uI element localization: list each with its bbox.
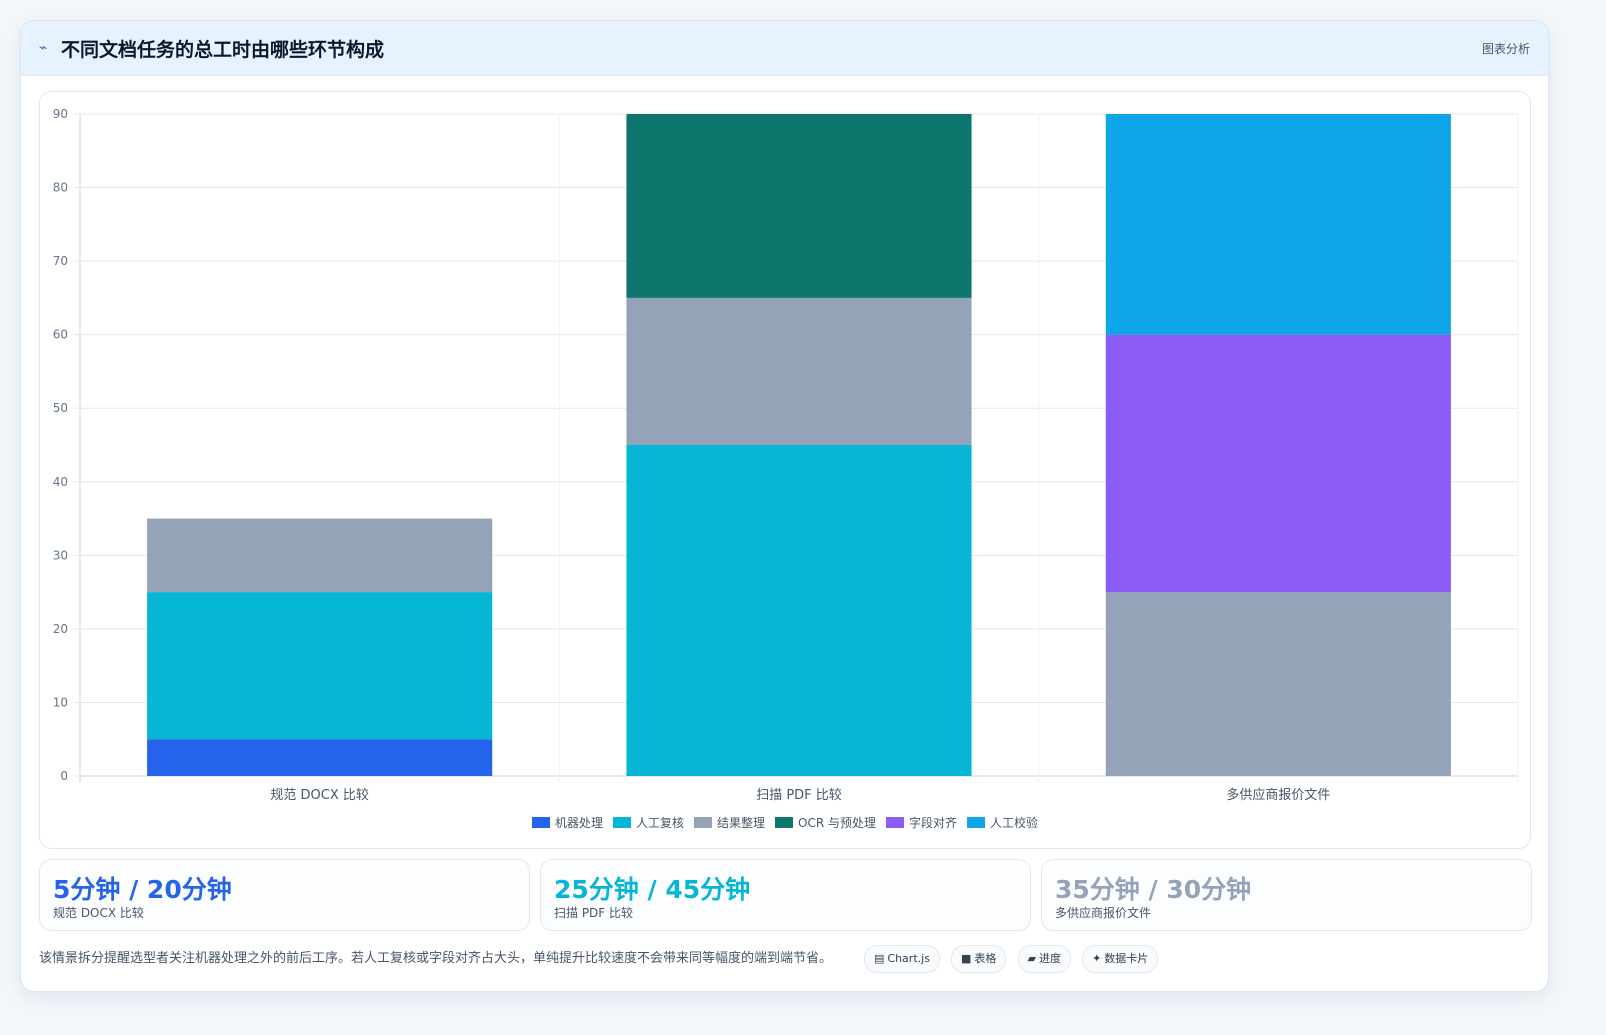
chart-area: 0 10 20 30 40 50 60 70 80 90 规范 DOCX 比较 扫描 PDF 比较 多供… (39, 91, 1531, 849)
x-tick-label: 多供应商报价文件 (1226, 787, 1330, 803)
bar-segment (1105, 334, 1451, 593)
legend-swatch (531, 817, 550, 828)
legend-swatch (694, 817, 712, 828)
legend-label: OCR 与预处理 (798, 816, 876, 830)
stat-value: 5分钟 / 20分钟 (53, 875, 232, 904)
legend-swatch (886, 817, 904, 828)
stacked-bar-chart: 0 10 20 30 40 50 60 70 80 90 规范 DOCX 比较 扫描 PDF 比较 多供… (53, 107, 1519, 803)
y-tick-label: 50 (53, 401, 68, 415)
chart-legend: 机器处理 人工复核 结果整理 OCR 与预处理 字段对齐 人工校验 (40, 814, 1530, 831)
y-tick-label: 80 (53, 181, 68, 195)
pill-label: 进度 (1038, 952, 1061, 965)
bar-segment (147, 592, 493, 740)
y-tick-label: 20 (53, 622, 68, 636)
y-tick-label: 60 (53, 328, 68, 342)
y-tick-label: 30 (53, 548, 68, 562)
chart-icon: ▤ (874, 952, 885, 965)
legend-item[interactable]: 人工复核 (612, 814, 684, 831)
sparkle-icon: ✦ (1092, 952, 1102, 965)
pill-table[interactable]: ■ 表格 (951, 945, 1007, 973)
progress-icon: ▰ (1027, 952, 1036, 965)
legend-item[interactable]: 字段对齐 (886, 814, 957, 831)
legend-item[interactable]: OCR 与预处理 (775, 814, 876, 831)
bar-segment (626, 114, 972, 298)
bar-segment (1105, 114, 1451, 335)
stat-card-pdf: 25分钟 / 45分钟 扫描 PDF 比较 (540, 859, 1031, 931)
pill-label: Chart.js (887, 952, 930, 965)
stat-cards: 5分钟 / 20分钟 规范 DOCX 比较 25分钟 / 45分钟 扫描 PDF… (39, 859, 1532, 931)
bar-segment (147, 739, 493, 776)
legend-item[interactable]: 机器处理 (531, 814, 603, 831)
y-tick-label: 70 (53, 254, 68, 268)
legend-item[interactable]: 人工校验 (967, 814, 1038, 831)
pill-data-cards[interactable]: ✦ 数据卡片 (1082, 945, 1159, 973)
chart-title: 不同文档任务的总工时由哪些环节构成 (61, 39, 385, 61)
tag-pills: ▤ Chart.js ■ 表格 ▰ 进度 ✦ 数据卡片 (864, 945, 1164, 973)
stat-value: 25分钟 / 45分钟 (554, 875, 751, 904)
y-tick-label: 40 (53, 475, 68, 489)
stat-value: 35分钟 / 30分钟 (1055, 875, 1252, 904)
chart-analysis-tag: 图表分析 (1481, 42, 1530, 56)
stat-label: 多供应商报价文件 (1055, 906, 1152, 920)
legend-item[interactable]: 结果整理 (694, 814, 765, 831)
pill-chartjs[interactable]: ▤ Chart.js (864, 945, 940, 973)
chart-card: ⌁ 不同文档任务的总工时由哪些环节构成 图表分析 0 10 20 30 40 50 60 70… (20, 20, 1549, 992)
stat-label: 扫描 PDF 比较 (554, 906, 634, 920)
x-tick-label: 规范 DOCX 比较 (270, 788, 369, 803)
x-tick-label: 扫描 PDF 比较 (756, 788, 842, 803)
legend-label: 机器处理 (554, 816, 603, 830)
bar-segment (626, 297, 972, 445)
chart-line-icon: ⌁ (39, 40, 48, 56)
card-header: ⌁ 不同文档任务的总工时由哪些环节构成 图表分析 (21, 21, 1548, 76)
legend-label: 结果整理 (717, 816, 766, 830)
legend-label: 人工校验 (990, 816, 1039, 830)
bar-segment (1105, 592, 1451, 776)
legend-swatch (775, 817, 794, 828)
pill-progress[interactable]: ▰ 进度 (1017, 945, 1071, 973)
bar-segment (626, 445, 972, 776)
legend-swatch (967, 817, 986, 828)
legend-swatch (612, 817, 631, 828)
footer-note: 该情景拆分提醒选型者关注机器处理之外的前后工序。若人工复核或字段对齐占大头，单纯… (39, 951, 833, 966)
legend-label: 人工复核 (635, 816, 684, 830)
y-tick-label: 10 (53, 695, 68, 709)
pill-label: 数据卡片 (1104, 952, 1149, 965)
legend-label: 字段对齐 (909, 816, 958, 830)
stat-label: 规范 DOCX 比较 (53, 906, 144, 920)
pill-label: 表格 (974, 952, 997, 965)
y-tick-label: 0 (60, 769, 68, 783)
stat-card-quote: 35分钟 / 30分钟 多供应商报价文件 (1041, 859, 1532, 931)
y-tick-label: 90 (53, 107, 68, 121)
bar-segment (147, 518, 493, 593)
table-icon: ■ (961, 952, 972, 965)
stat-card-docx: 5分钟 / 20分钟 规范 DOCX 比较 (39, 859, 530, 931)
